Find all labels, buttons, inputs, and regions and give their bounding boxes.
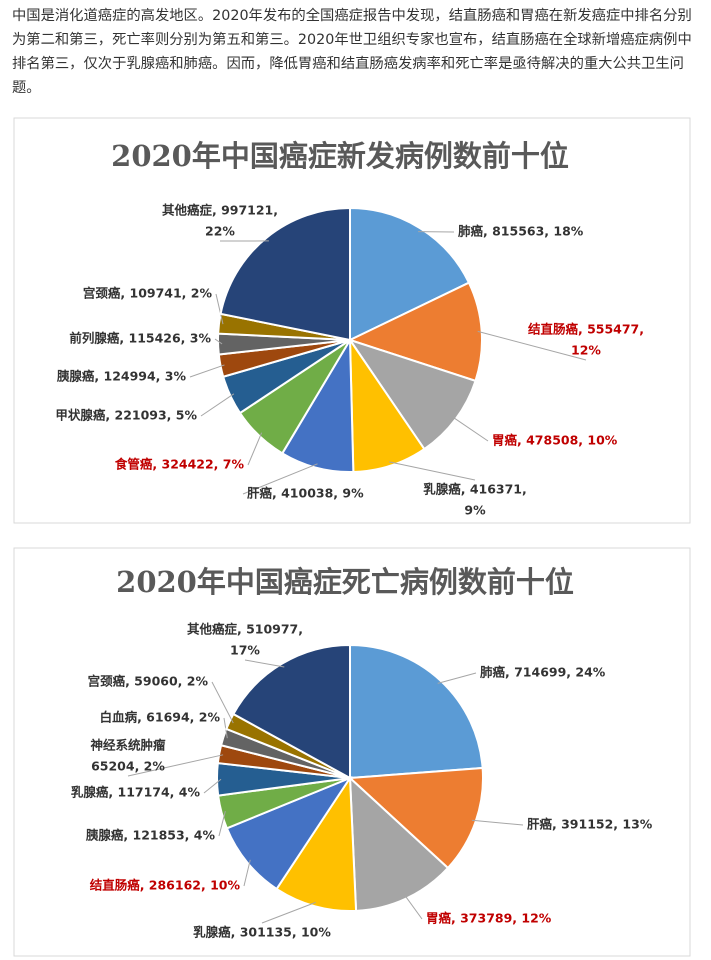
pie-slice — [347, 766, 484, 870]
leader-line — [261, 901, 316, 924]
pie-slice — [349, 643, 484, 780]
data-label: 结直肠癌, 286162, 10% — [90, 878, 241, 893]
data-label: 肝癌, 410038, 9% — [247, 486, 364, 501]
data-label: 食管癌, 324422, 7% — [114, 457, 245, 472]
leader-line — [247, 432, 263, 466]
pie-slice — [347, 281, 483, 383]
data-label: 结直肠癌, 555477, — [528, 322, 644, 337]
leader-line — [127, 754, 224, 777]
leader-line — [218, 811, 226, 837]
pie-slice — [232, 643, 351, 780]
article-paragraph: 中国是消化道癌症的高发地区。2020年发布的全国癌症报告中发现，结直肠癌和胃癌在… — [12, 8, 692, 96]
data-label: 神经系统肿瘤 — [90, 738, 166, 753]
data-label: 其他癌症, 510977, — [187, 622, 303, 637]
pie-slice — [219, 206, 351, 342]
pie-slice — [275, 774, 358, 912]
data-label: 9% — [464, 503, 486, 518]
leader-line — [203, 778, 222, 794]
leader-line — [189, 364, 225, 378]
pie-slice — [349, 206, 471, 342]
leader-line — [452, 416, 489, 442]
leader-line — [244, 659, 285, 668]
data-label: 65204, 2% — [91, 759, 165, 774]
pie-slice — [348, 775, 450, 912]
data-label: 乳腺癌, 301135, 10% — [193, 925, 331, 940]
leader-line — [211, 681, 234, 724]
leader-line — [477, 330, 587, 361]
data-label: 肝癌, 391152, 13% — [527, 817, 653, 832]
chart-title: 2020年中国癌症死亡病例数前十位 — [116, 565, 574, 599]
leader-line — [404, 894, 423, 920]
leader-line — [243, 859, 251, 887]
data-label: 宫颈癌, 59060, 2% — [88, 674, 209, 689]
leader-line — [214, 338, 223, 345]
data-label: 胰腺癌, 124994, 3% — [57, 369, 187, 384]
leader-line — [437, 672, 477, 684]
leader-line — [215, 293, 224, 325]
data-label: 白血病, 61694, 2% — [100, 710, 221, 725]
data-label: 12% — [571, 343, 601, 358]
chart-title: 2020年中国癌症新发病例数前十位 — [111, 139, 569, 173]
data-label: 乳腺癌, 416371, — [423, 482, 527, 497]
data-label: 肺癌, 815563, 18% — [458, 224, 584, 239]
data-label: 肺癌, 714699, 24% — [480, 665, 606, 680]
data-label: 宫颈癌, 109741, 2% — [83, 286, 213, 301]
data-label: 其他癌症, 997121, — [162, 203, 278, 218]
data-label: 甲状腺癌, 221093, 5% — [55, 408, 197, 423]
data-label: 胰腺癌, 121853, 4% — [86, 828, 216, 843]
data-label: 乳腺癌, 117174, 4% — [71, 785, 201, 800]
leader-line — [471, 819, 524, 826]
pie-slice — [225, 775, 353, 891]
leader-line — [242, 463, 318, 495]
data-label: 17% — [230, 643, 260, 658]
data-label: 胃癌, 373789, 12% — [426, 911, 552, 926]
data-label: 胃癌, 478508, 10% — [492, 433, 618, 448]
leader-line — [389, 461, 476, 481]
data-label: 前列腺癌, 115426, 3% — [69, 331, 211, 346]
data-label: 22% — [205, 224, 235, 239]
leader-line — [200, 393, 235, 417]
